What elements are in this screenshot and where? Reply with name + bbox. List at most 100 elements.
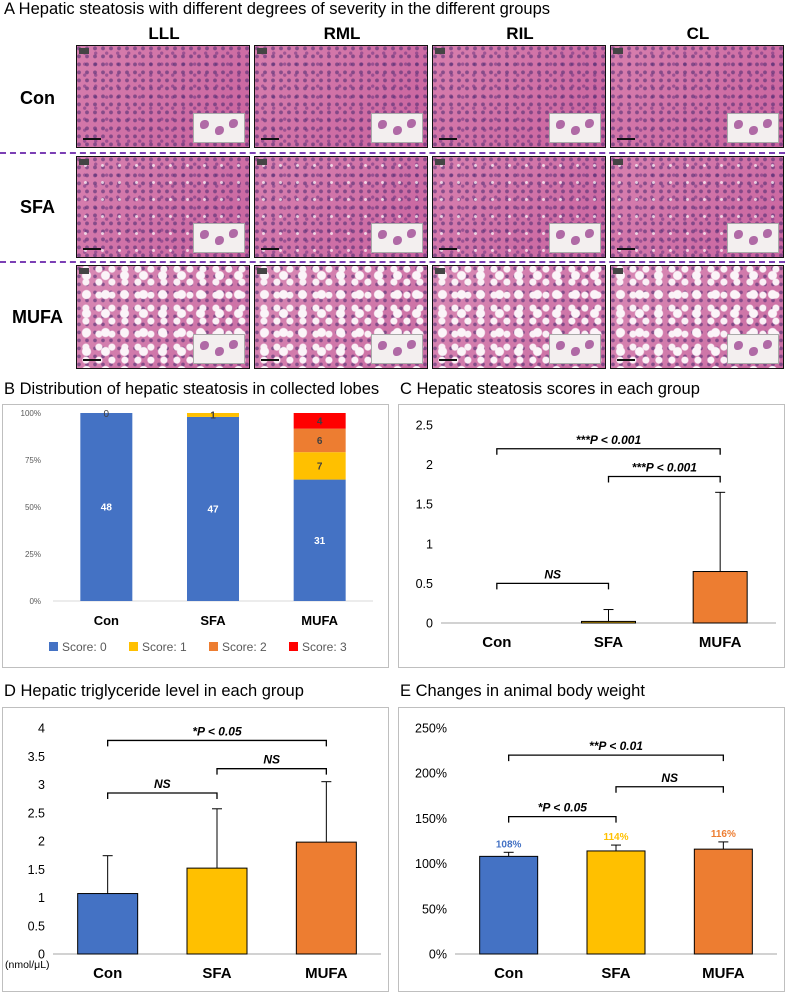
micrograph-mufa-rml	[254, 265, 428, 369]
y-tick-label: 4	[38, 722, 45, 736]
significance-label: ***P < 0.001	[632, 460, 698, 474]
data-label: 31	[314, 536, 326, 547]
row-separator	[0, 152, 785, 154]
y-tick-label: 200%	[415, 767, 447, 781]
lobe-inset	[193, 334, 245, 364]
micrograph-con-cl	[610, 45, 784, 148]
x-tick-label: SFA	[601, 965, 630, 982]
x-tick-label: Con	[93, 965, 122, 982]
bar-con	[77, 893, 139, 955]
bar-segment-con-score-0	[80, 413, 133, 601]
data-label: 114%	[603, 832, 628, 843]
x-tick-label: SFA	[202, 965, 231, 982]
significance-bracket	[496, 448, 721, 455]
x-tick-label: MUFA	[702, 965, 745, 982]
row-label-mufa: MUFA	[12, 307, 63, 327]
bar-sfa	[186, 867, 248, 955]
y-tick-label: 2.5	[416, 419, 433, 433]
y-tick-label: 50%	[25, 503, 41, 512]
micrograph-sfa-ril	[432, 156, 606, 258]
stacked-bar-chart: 0% 25% 50% 75% 100% 48 Con 47 1 SFA 31 7 6 4 MUFA 0 Scor…	[21, 409, 373, 654]
x-tick-label: Con	[494, 965, 523, 982]
lobe-inset	[371, 334, 423, 364]
legend-swatch	[209, 642, 218, 651]
lobe-inset	[549, 334, 601, 364]
y-tick-label: 2	[426, 458, 433, 472]
y-tick-label: 2.5	[28, 806, 45, 820]
significance-label: NS	[263, 753, 280, 767]
significance-bracket	[216, 768, 327, 775]
legend-entry: Score: 1	[142, 640, 187, 654]
bar-chart-scores: 0 0.5 1 1.5 2 2.5 Con SFA MUFA ***P < 0.001 ***P <…	[416, 419, 776, 651]
x-tick-label: SFA	[594, 634, 623, 651]
bar-chart-body-weight: 0% 50% 100% 150% 200% 250% Con 108% SFA 114% MUFA 1…	[415, 722, 777, 982]
lobe-inset	[549, 113, 601, 143]
y-tick-label: 3	[38, 778, 45, 792]
y-tick-label: 3.5	[28, 750, 45, 764]
column-label-cl: CL	[686, 24, 710, 43]
panel-a-title: A Hepatic steatosis with different degre…	[4, 0, 551, 18]
x-tick-label: Con	[482, 634, 511, 651]
y-tick-label: 0%	[429, 948, 447, 962]
micrograph-mufa-lll	[76, 265, 250, 369]
panel-c: 0 0.5 1 1.5 2 2.5 Con SFA MUFA ***P < 0.001 ***P <…	[398, 404, 785, 668]
y-tick-label: 0.5	[416, 577, 433, 591]
micrograph-con-lll	[76, 45, 250, 148]
y-tick-label: 1	[38, 891, 45, 905]
significance-bracket	[107, 739, 327, 747]
significance-label: NS	[154, 777, 171, 791]
significance-label: NS	[544, 567, 561, 581]
lobe-inset	[371, 223, 423, 253]
x-tick-label: SFA	[200, 613, 226, 628]
bar-mufa	[693, 848, 753, 955]
significance-bracket	[508, 754, 724, 762]
data-label: 0	[104, 409, 110, 420]
legend-entry: Score: 3	[302, 640, 347, 654]
y-tick-label: 0%	[29, 597, 41, 606]
significance-bracket	[508, 815, 617, 823]
data-label: 108%	[496, 839, 522, 850]
lobe-inset	[371, 113, 423, 143]
legend-swatch	[289, 642, 298, 651]
bar-mufa	[692, 571, 748, 624]
bar-sfa	[586, 850, 646, 955]
micrograph-sfa-rml	[254, 156, 428, 258]
y-tick-label: 0	[38, 948, 45, 962]
y-tick-label: 1.5	[28, 863, 45, 877]
y-tick-label: 0	[426, 617, 433, 631]
lobe-inset	[727, 113, 779, 143]
bar-segment-mufa-score-0	[293, 479, 346, 601]
legend-swatch	[49, 642, 58, 651]
bar-mufa	[295, 841, 357, 955]
data-label: 48	[101, 503, 113, 514]
panel-d: 0 0.5 1 1.5 2 2.5 3 3.5 4 Con SFA MUFA *P < 0.05 NS NS…	[2, 707, 389, 992]
x-tick-label: Con	[94, 613, 119, 628]
micrograph-con-ril	[432, 45, 606, 148]
significance-label: *P < 0.05	[192, 724, 242, 738]
row-label-sfa: SFA	[20, 197, 56, 217]
x-tick-label: MUFA	[699, 634, 742, 651]
bar-segment-sfa-score-1	[187, 413, 239, 417]
bar-chart-triglyceride: 0 0.5 1 1.5 2 2.5 3 3.5 4 Con SFA MUFA *P < 0.05 NS NS…	[5, 722, 381, 982]
lobe-inset	[727, 334, 779, 364]
panel-d-title: D Hepatic triglyceride level in each gro…	[4, 682, 304, 700]
lobe-inset	[193, 223, 245, 253]
panel-b-title: B Distribution of hepatic steatosis in c…	[4, 380, 380, 398]
row-label-con: Con	[20, 88, 55, 108]
significance-label: ***P < 0.001	[576, 433, 642, 447]
legend-swatch	[129, 642, 138, 651]
data-label: 47	[207, 504, 219, 515]
panel-c-title: C Hepatic steatosis scores in each group	[400, 380, 700, 398]
x-tick-label: MUFA	[301, 613, 338, 628]
significance-bracket	[496, 582, 610, 590]
bar-segment-mufa-score-2	[293, 428, 346, 453]
significance-bracket	[107, 792, 218, 799]
y-tick-label: 25%	[25, 550, 41, 559]
y-tick-label: 100%	[415, 857, 447, 871]
panel-b: 0% 25% 50% 75% 100% 48 Con 47 1 SFA 31 7 6 4 MUFA 0 Scor…	[2, 404, 389, 668]
micrograph-sfa-lll	[76, 156, 250, 258]
data-label: 6	[317, 436, 323, 447]
significance-label: NS	[661, 771, 678, 785]
bar-con	[479, 855, 539, 955]
significance-bracket	[615, 786, 724, 793]
